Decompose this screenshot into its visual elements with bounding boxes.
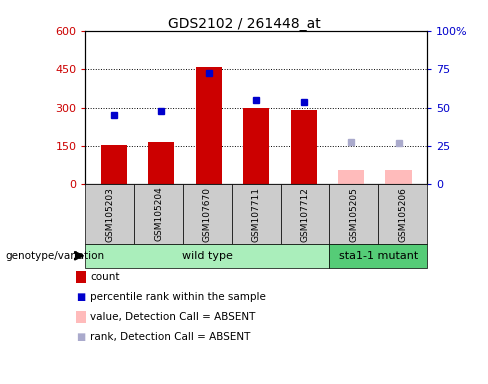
Text: percentile rank within the sample: percentile rank within the sample — [90, 292, 266, 302]
Bar — [148, 142, 174, 184]
Text: GSM105203: GSM105203 — [105, 187, 114, 242]
Text: GSM105205: GSM105205 — [349, 187, 358, 242]
Bar — [101, 145, 127, 184]
Text: sta1-1 mutant: sta1-1 mutant — [339, 251, 418, 261]
Bar — [243, 108, 269, 184]
Bar — [196, 66, 222, 184]
Text: count: count — [90, 272, 120, 282]
Bar — [386, 170, 411, 184]
Text: rank, Detection Call = ABSENT: rank, Detection Call = ABSENT — [90, 332, 251, 342]
Text: wild type: wild type — [182, 251, 233, 261]
Text: ■: ■ — [77, 292, 85, 302]
Text: GSM107670: GSM107670 — [203, 187, 212, 242]
Text: GSM105204: GSM105204 — [154, 187, 163, 242]
Text: GSM105206: GSM105206 — [398, 187, 407, 242]
Text: GDS2102 / 261448_at: GDS2102 / 261448_at — [167, 17, 321, 31]
Text: ■: ■ — [77, 332, 85, 342]
Bar — [290, 110, 317, 184]
Text: value, Detection Call = ABSENT: value, Detection Call = ABSENT — [90, 312, 256, 322]
Text: GSM107712: GSM107712 — [301, 187, 309, 242]
Text: genotype/variation: genotype/variation — [5, 251, 104, 261]
Text: GSM107711: GSM107711 — [252, 187, 261, 242]
Bar — [338, 170, 364, 184]
